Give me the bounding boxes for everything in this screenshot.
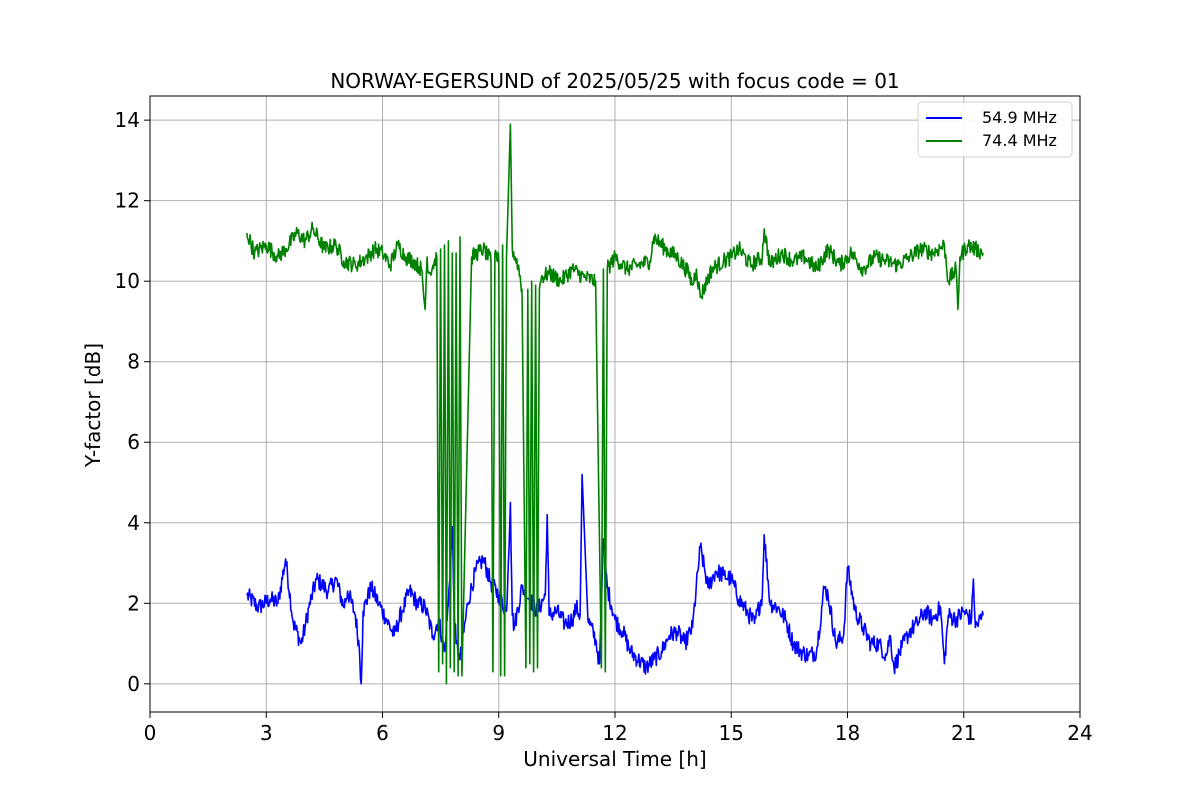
x-tick-label: 6 <box>376 721 389 745</box>
y-axis-label: Y-factor [dB] <box>81 343 105 468</box>
x-tick-label: 3 <box>260 721 273 745</box>
legend: 54.9 MHz 74.4 MHz <box>917 101 1073 158</box>
series-line-74-4-mhz <box>246 123 984 685</box>
x-tick-label: 24 <box>1067 721 1092 745</box>
x-tick-label: 21 <box>951 721 976 745</box>
x-tick-label: 0 <box>144 721 157 745</box>
x-tick-label: 18 <box>835 721 860 745</box>
y-tick-label: 2 <box>127 591 140 615</box>
series-line-54-9-mhz <box>246 473 984 685</box>
x-tick-label: 15 <box>719 721 744 745</box>
y-tick-label: 4 <box>127 511 140 535</box>
legend-label-54-9: 54.9 MHz <box>982 108 1057 127</box>
y-tick-label: 12 <box>115 189 140 213</box>
y-tick-label: 10 <box>115 269 140 293</box>
y-tick-label: 14 <box>115 108 140 132</box>
chart-title: NORWAY-EGERSUND of 2025/05/25 with focus… <box>330 69 899 93</box>
x-tick-label: 9 <box>492 721 505 745</box>
series-lines <box>246 123 984 685</box>
y-tick-label: 8 <box>127 350 140 374</box>
y-tick-label: 0 <box>127 672 140 696</box>
x-axis-label: Universal Time [h] <box>523 747 706 771</box>
legend-box <box>917 101 1073 158</box>
x-tick-label: 12 <box>602 721 627 745</box>
legend-label-74-4: 74.4 MHz <box>982 131 1057 150</box>
y-tick-label: 6 <box>127 430 140 454</box>
